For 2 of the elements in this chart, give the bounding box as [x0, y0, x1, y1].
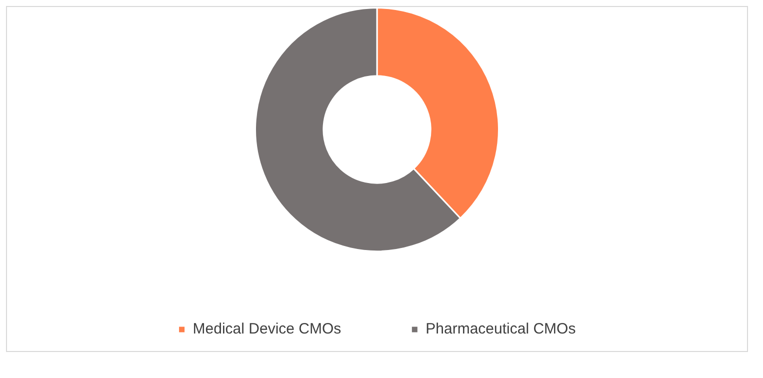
legend-label: Medical Device CMOs [192, 320, 342, 338]
legend-label: Pharmaceutical CMOs [426, 320, 576, 338]
